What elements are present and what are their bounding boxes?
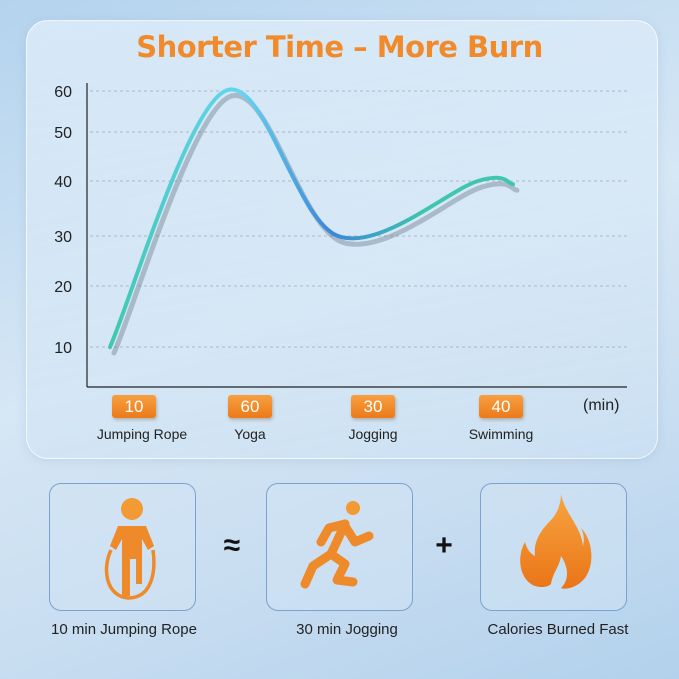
calories-label: Calories Burned Fast: [487, 621, 629, 638]
line-shadow: [111, 92, 520, 356]
runner-icon: [300, 501, 374, 589]
y-tick-label: 40: [54, 174, 72, 191]
y-tick-label: 20: [54, 279, 72, 296]
calories-card: [480, 483, 627, 611]
jogging-label: 30 min Jogging: [296, 621, 398, 638]
plus-symbol: +: [435, 529, 453, 562]
line-chart: 10 20 30 40 50 60: [54, 83, 627, 388]
x-category-label: Jumping Rope: [96, 426, 188, 442]
x-category-label: Swimming: [468, 426, 534, 442]
value-badge: 30: [351, 395, 395, 418]
jump-rope-card: [49, 483, 196, 611]
value-badge: 10: [112, 395, 156, 418]
value-badge: 60: [228, 395, 272, 418]
approx-symbol: ≈: [223, 529, 241, 562]
y-tick-label: 10: [54, 340, 72, 357]
chart-panel: [26, 20, 658, 459]
y-tick-label: 50: [54, 125, 72, 142]
flame-icon: [520, 494, 592, 589]
x-category-label: Jogging: [348, 426, 398, 442]
data-line: [108, 87, 515, 349]
jump-rope-label: 10 min Jumping Rope: [51, 621, 197, 638]
chart-title: Shorter Time – More Burn: [136, 30, 543, 64]
x-unit-label: (min): [583, 397, 620, 414]
y-tick-label: 60: [54, 84, 72, 101]
x-category-label: Yoga: [234, 426, 266, 442]
value-badge: 40: [479, 395, 523, 418]
jump-rope-icon: [104, 498, 156, 600]
jogging-card: [266, 483, 413, 611]
y-tick-label: 30: [54, 229, 72, 246]
